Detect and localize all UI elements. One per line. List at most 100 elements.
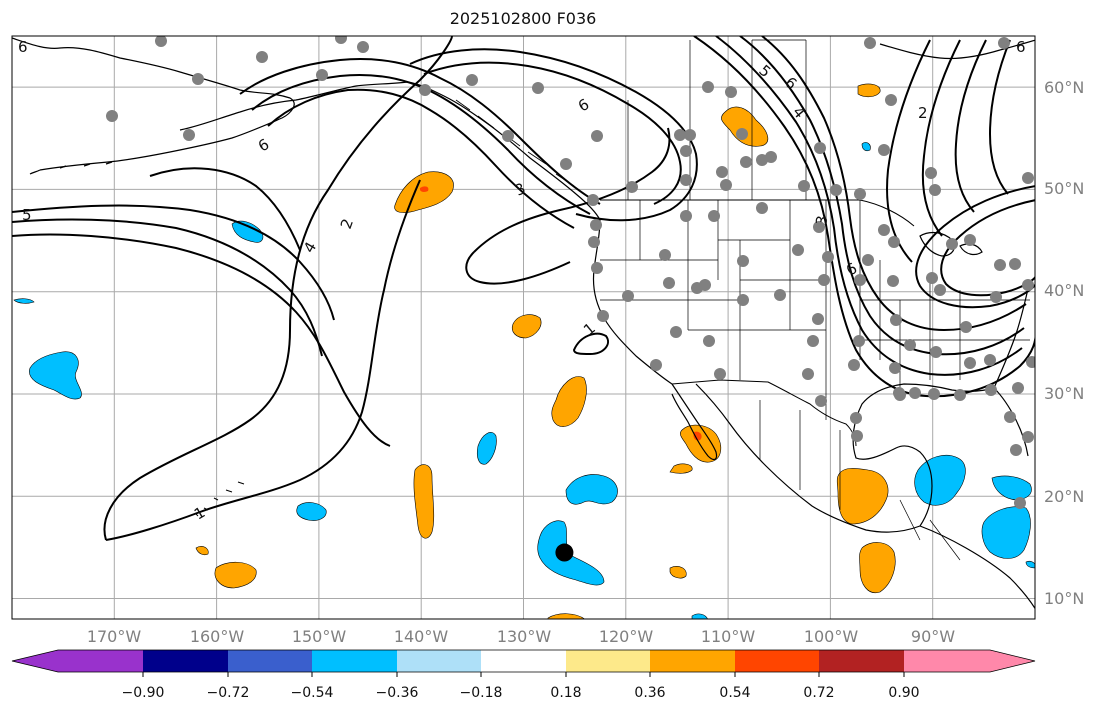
contour-line: [940, 199, 1035, 297]
negative-anomaly-area: [691, 613, 708, 619]
station-marker: [889, 362, 901, 374]
lon-label: 110°W: [701, 627, 756, 646]
negative-anomaly-area: [29, 351, 82, 400]
lon-label: 120°W: [599, 627, 654, 646]
station-marker: [960, 321, 972, 333]
coastline-mexico-west: [695, 383, 921, 533]
station-marker: [674, 129, 686, 141]
positive-anomaly-area: [547, 613, 586, 619]
station-marker: [946, 238, 958, 250]
colorbar-tick-label: −0.54: [291, 685, 334, 701]
map-frame: [11, 35, 1036, 620]
negative-anomaly-area: [296, 502, 327, 521]
station-marker: [622, 290, 634, 302]
station-marker: [560, 158, 572, 170]
contour-line: [12, 218, 323, 357]
station-marker: [848, 359, 860, 371]
contour-line: [239, 57, 601, 205]
station-marker: [851, 430, 863, 442]
station-marker: [954, 389, 966, 401]
negative-anomaly-area: [565, 474, 618, 505]
colorbar-outline: [11, 649, 1036, 673]
station-marker: [994, 259, 1006, 271]
station-marker: [591, 130, 603, 142]
colorbar-bin: [397, 650, 481, 672]
station-marker: [887, 275, 899, 287]
colorbar-tick-label: 0.54: [719, 685, 750, 701]
coastlines-and-borders: [12, 37, 1035, 610]
lat-label: 40°N: [1044, 281, 1084, 300]
colorbar-tick-label: 0.18: [550, 685, 581, 701]
station-marker: [106, 110, 118, 122]
station-marker: [183, 129, 195, 141]
positive-anomaly-area: [859, 542, 896, 594]
station-marker: [684, 129, 696, 141]
positive-anomaly-area: [836, 468, 889, 525]
negative-anomaly-area: [1025, 560, 1035, 569]
colorbar-tick-label: −0.72: [207, 685, 250, 701]
station-marker: [1014, 497, 1026, 509]
contour-line: [423, 61, 682, 205]
station-marker: [774, 289, 786, 301]
station-marker: [925, 167, 937, 179]
station-marker: [815, 395, 827, 407]
station-marker: [813, 221, 825, 233]
station-marker: [765, 151, 777, 163]
station-marker: [814, 142, 826, 154]
station-marker: [929, 184, 941, 196]
colorbar-tick-label: −0.18: [460, 685, 503, 701]
contour-label: 5: [22, 206, 32, 224]
station-marker: [930, 346, 942, 358]
station-marker: [1022, 279, 1034, 291]
colorbar-bin: [735, 650, 819, 672]
station-marker: [928, 388, 940, 400]
station-marker: [818, 274, 830, 286]
station-marker: [680, 210, 692, 222]
station-marker: [335, 36, 347, 44]
contour-line: [12, 233, 391, 447]
positive-anomaly-area: [693, 431, 702, 441]
lon-label: 170°W: [87, 627, 142, 646]
colorbar: [11, 649, 1036, 677]
station-marker: [926, 272, 938, 284]
station-marker: [663, 277, 675, 289]
coastline-alaska-south: [179, 81, 409, 131]
station-marker: [854, 188, 866, 200]
lon-label: 90°W: [911, 627, 955, 646]
anomaly-shading: [13, 83, 1035, 619]
contour-line: [988, 39, 1011, 195]
station-marker: [720, 179, 732, 191]
station-marker: [699, 279, 711, 291]
station-marker: [740, 156, 752, 168]
station-marker: [807, 335, 819, 347]
station-marker: [670, 326, 682, 338]
contour-line: [409, 48, 698, 222]
colorbar-bin: [481, 650, 566, 672]
station-marker: [792, 244, 804, 256]
station-marker: [357, 41, 369, 53]
station-marker: [502, 130, 514, 142]
aleutian-islands: [29, 161, 113, 175]
lat-label: 60°N: [1044, 78, 1084, 97]
lon-label: 100°W: [804, 627, 859, 646]
positive-anomaly-area: [511, 314, 542, 339]
station-marker: [964, 357, 976, 369]
negative-anomaly-area: [991, 475, 1032, 501]
coastline-alaska: [12, 37, 295, 171]
lat-label: 50°N: [1044, 179, 1084, 198]
contour-lines: [12, 36, 1035, 541]
station-marker: [532, 82, 544, 94]
station-marker: [1004, 411, 1016, 423]
contour-line: [572, 332, 609, 356]
station-marker: [904, 339, 916, 351]
positive-anomaly-area: [857, 83, 881, 98]
lon-label: 160°W: [190, 627, 245, 646]
latitude-labels: 10°N 20°N 30°N 40°N 50°N 60°N: [1044, 78, 1084, 608]
station-marker: [798, 180, 810, 192]
hawaii-islands: [195, 481, 245, 517]
positive-anomaly-area: [195, 546, 209, 556]
station-marker: [597, 310, 609, 322]
lat-label: 20°N: [1044, 487, 1084, 506]
station-marker: [990, 291, 1002, 303]
